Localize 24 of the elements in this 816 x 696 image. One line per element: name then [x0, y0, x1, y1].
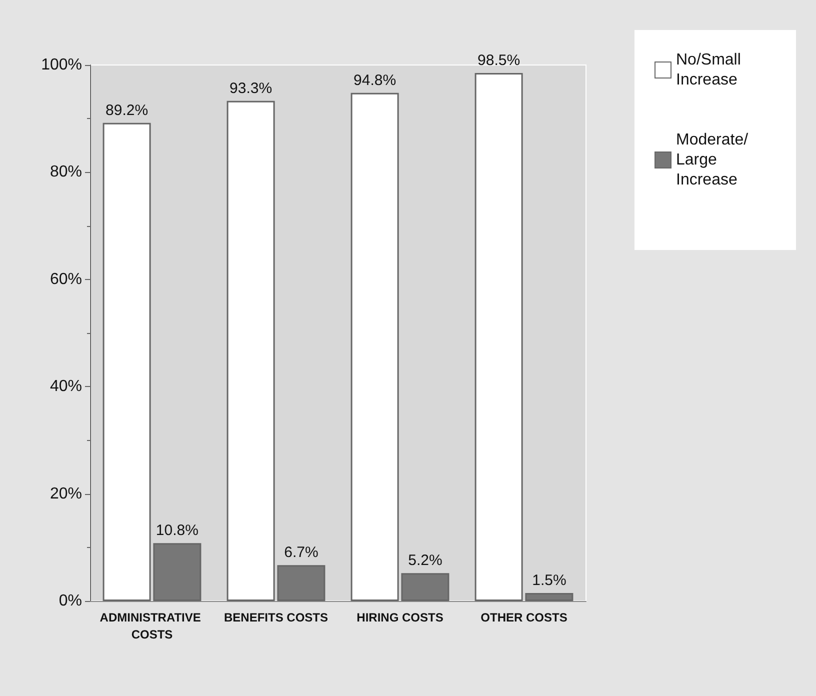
- data-label: 5.2%: [408, 552, 442, 570]
- data-label: 6.7%: [284, 544, 318, 562]
- bar: [277, 565, 326, 601]
- y-tick-label: 60%: [50, 270, 82, 288]
- y-tick-label: 40%: [50, 378, 82, 396]
- x-tick-label: OTHER COSTS: [480, 610, 568, 624]
- x-tick-label: BENEFITS COSTS: [224, 610, 328, 624]
- bar: [525, 592, 574, 601]
- bar: [401, 573, 450, 601]
- legend-label: Moderate/ Large Increase: [676, 132, 752, 188]
- y-tick-label: 0%: [58, 592, 82, 610]
- data-label: 93.3%: [230, 80, 272, 97]
- data-label: 1.5%: [532, 572, 566, 589]
- data-label: 89.2%: [106, 102, 148, 119]
- y-tick-label: 100%: [41, 56, 82, 74]
- data-label: 98.5%: [478, 52, 520, 70]
- bar: [153, 543, 202, 601]
- legend-label: No/Small Increase: [676, 52, 746, 88]
- y-tick-label: 80%: [50, 164, 82, 181]
- data-label: 10.8%: [156, 522, 198, 540]
- y-tick-label: 20%: [50, 485, 82, 502]
- data-label: 94.8%: [354, 72, 396, 89]
- x-tick-label: HIRING COSTS: [356, 610, 444, 624]
- x-tick-label: ADMINISTRATIVE COSTS: [100, 610, 204, 642]
